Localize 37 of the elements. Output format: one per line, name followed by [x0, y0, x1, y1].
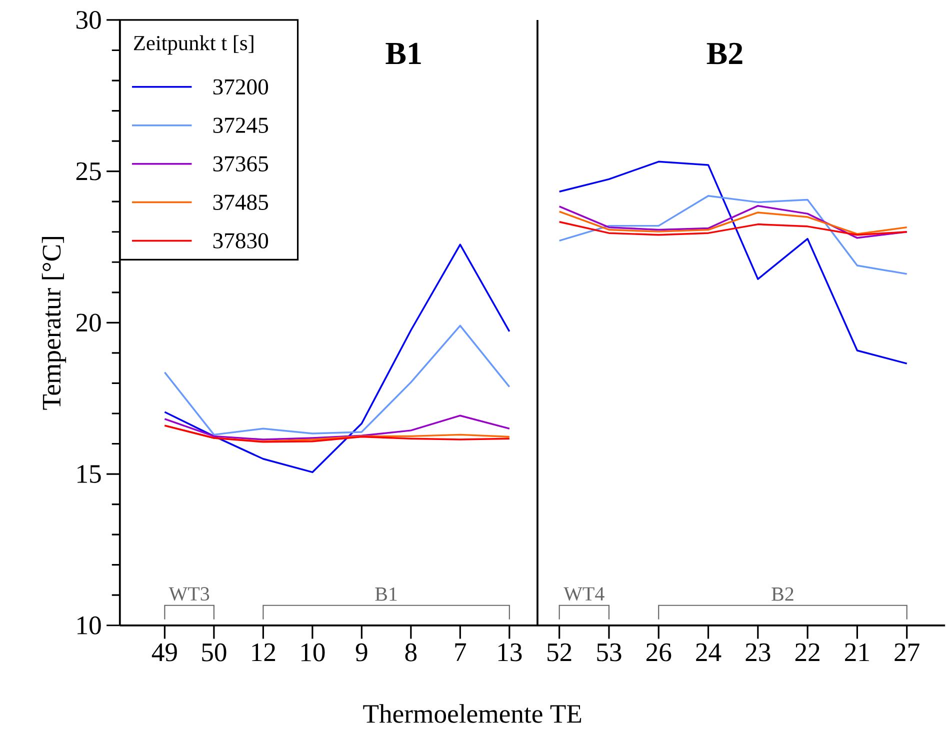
y-tick-label: 15	[78, 464, 101, 483]
y-tick-label: 10	[78, 616, 101, 634]
y-tick-label: 30	[76, 10, 101, 29]
annotation: WT4	[564, 587, 604, 601]
y-tick-label: 20	[76, 314, 101, 332]
annotation: WT3	[168, 587, 210, 601]
annotation: B2	[772, 587, 794, 601]
line-series	[164, 414, 510, 440]
x-tick-label: 26	[646, 643, 672, 662]
y-tick-label: 25	[76, 162, 101, 180]
legend-label: 37245	[213, 118, 268, 133]
x-tick-label: 22	[795, 643, 820, 661]
line-series	[164, 324, 510, 436]
x-tick-label: 8	[405, 643, 417, 662]
x-tick-label: 50	[202, 643, 226, 662]
x-tick-label: 24	[696, 643, 722, 661]
legend-title: Zeitpunkt t [s]	[134, 35, 254, 54]
x-tick-label: 21	[845, 643, 869, 661]
x-tick-label: 12	[252, 643, 276, 661]
x-tick-label: 23	[746, 643, 770, 662]
legend-label: 37830	[213, 232, 268, 248]
x-tick-label: 53	[597, 643, 622, 662]
annotation: B1	[375, 587, 397, 601]
y-axis-title: Temperatur [°C]	[42, 236, 66, 410]
legend-label: 37485	[213, 194, 268, 210]
legend-label: 37365	[213, 156, 268, 172]
legend-label: 37200	[213, 79, 268, 94]
text: B2	[706, 42, 742, 64]
x-tick-label: 49	[152, 643, 177, 662]
text: B1	[386, 42, 421, 64]
x-tick-label: 7	[455, 643, 466, 661]
x-axis-title: Thermoelemente TE	[363, 704, 582, 723]
x-tick-label: 10	[301, 643, 325, 662]
x-tick-label: 52	[548, 643, 572, 662]
x-tick-label: 13	[498, 643, 522, 662]
x-tick-label: 27	[894, 643, 920, 661]
x-tick-label: 9	[356, 643, 368, 662]
